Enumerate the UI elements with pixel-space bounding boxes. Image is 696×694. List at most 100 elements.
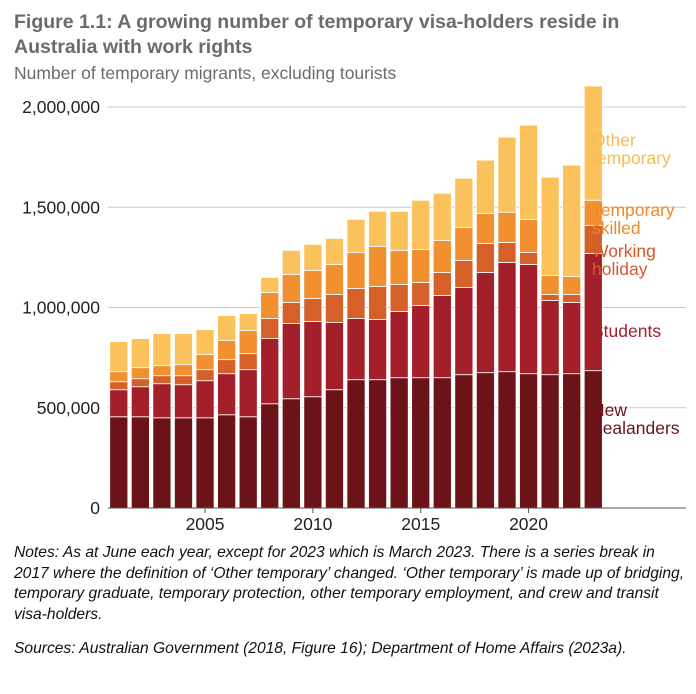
y-tick-label: 0 — [90, 498, 100, 518]
bar-segment — [217, 315, 237, 342]
chart-subtitle: Number of temporary migrants, excluding … — [14, 63, 397, 83]
bar-segment — [174, 333, 193, 366]
bar-segment — [411, 377, 431, 509]
bar-segment — [217, 414, 237, 509]
bar-segment — [195, 354, 215, 371]
series-label: Zealanders — [592, 418, 680, 438]
bar-segment — [540, 275, 560, 295]
bar-segment — [346, 318, 366, 381]
bar-segment — [303, 270, 323, 299]
bar-segment — [260, 292, 280, 319]
bar-segment — [324, 322, 344, 391]
bar-segment — [260, 277, 280, 293]
series-label: temporary — [592, 148, 671, 168]
bar-segment — [130, 338, 150, 369]
y-tick-label: 2,000,000 — [22, 97, 100, 117]
x-tick-label: 2010 — [293, 514, 332, 534]
bar-segment — [260, 338, 280, 405]
bar-segment — [411, 305, 431, 379]
bar-segment — [519, 251, 539, 265]
bar-segment — [195, 417, 215, 509]
bar-segment — [346, 218, 366, 253]
chart-sources: Sources: Australian Government (2018, Fi… — [14, 640, 627, 657]
bar-segment — [475, 159, 495, 214]
bar-segment — [281, 323, 301, 400]
bar-segment — [217, 373, 237, 416]
bar-segment — [109, 389, 129, 418]
bar-segment — [368, 319, 388, 381]
bar-segment — [109, 371, 129, 383]
bar-segment — [497, 211, 517, 243]
bar-segment — [562, 164, 582, 277]
bar-segment — [303, 321, 323, 398]
bar-segment — [368, 379, 388, 509]
x-tick-label: 2015 — [401, 514, 440, 534]
bar-segment — [130, 367, 150, 380]
bar-segment — [497, 241, 517, 263]
series-label: Temporary — [592, 200, 675, 220]
bar-segment — [497, 371, 517, 509]
bar-segment — [130, 416, 150, 509]
bar-segment — [497, 136, 517, 213]
axes: 0 500,000 1,000,000 1,500,000 2,000,000 2005 2… — [22, 97, 686, 534]
bar-segment — [562, 276, 582, 295]
bar-segment — [303, 298, 323, 322]
series-label: Working — [592, 241, 656, 261]
bar-group — [109, 85, 603, 509]
stacked-bar-chart: 0 500,000 1,000,000 1,500,000 2,000,000 2005 2… — [22, 85, 686, 534]
bar-segment — [519, 218, 539, 253]
bar-segment — [432, 192, 452, 241]
bar-segment — [238, 330, 258, 355]
bar-segment — [432, 295, 452, 379]
bar-segment — [109, 381, 129, 391]
bar-segment — [540, 374, 560, 509]
bar-segment — [540, 300, 560, 376]
bar-segment — [174, 384, 193, 419]
bar-segment — [454, 374, 474, 509]
bar-segment — [303, 243, 323, 271]
bar-segment — [281, 274, 301, 303]
bar-segment — [432, 239, 452, 273]
y-tick-label: 500,000 — [37, 398, 101, 418]
bar-segment — [411, 199, 431, 250]
bar-segment — [519, 124, 539, 220]
bar-segment — [368, 286, 388, 320]
bar-segment — [454, 226, 474, 261]
series-label: skilled — [592, 218, 641, 238]
bar-segment — [454, 177, 474, 228]
y-tick-label: 1,000,000 — [22, 298, 100, 318]
bar-segment — [152, 333, 172, 367]
chart-notes: Notes: As at June each year, except for … — [14, 544, 685, 623]
bar-segment — [130, 378, 150, 388]
bar-segment — [475, 212, 495, 244]
bar-segment — [454, 287, 474, 376]
bar-segment — [260, 318, 280, 339]
bar-segment — [152, 375, 172, 385]
bar-segment — [303, 396, 323, 509]
bar-segment — [130, 386, 150, 418]
bar-segment — [475, 242, 495, 273]
bar-segment — [195, 329, 215, 356]
bar-segment — [540, 294, 560, 301]
series-label: holiday — [592, 259, 648, 279]
bar-segment — [174, 364, 193, 377]
bar-segment — [475, 272, 495, 374]
bar-segment — [281, 249, 301, 275]
series-label: New — [592, 400, 627, 420]
bar-segment — [109, 341, 129, 373]
bar-segment — [411, 282, 431, 306]
series-label: Other — [592, 130, 636, 150]
bar-segment — [324, 264, 344, 295]
bar-segment — [324, 294, 344, 323]
bar-segment — [346, 379, 366, 509]
bar-segment — [411, 248, 431, 283]
bar-segment — [195, 380, 215, 419]
bar-segment — [389, 249, 409, 285]
bar-segment — [583, 85, 603, 201]
bar-segment — [238, 313, 258, 331]
bar-segment — [217, 340, 237, 361]
bar-segment — [368, 245, 388, 287]
bar-segment — [562, 302, 582, 375]
bar-segment — [583, 370, 603, 509]
